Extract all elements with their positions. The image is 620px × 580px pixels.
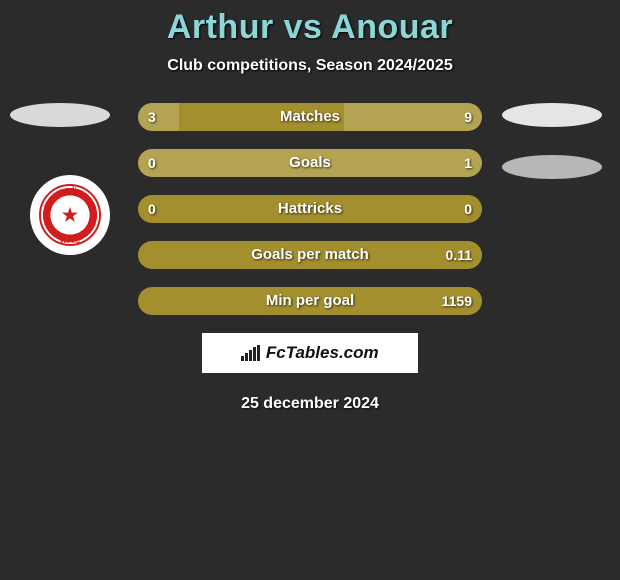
stat-label: Goals per match — [138, 241, 482, 269]
stat-bars: 39Matches 01Goals 00Hattricks 0.11Goals per… — [138, 103, 482, 315]
date-text: 25 december 2024 — [0, 395, 620, 413]
brand-text: FcTables.com — [266, 343, 379, 363]
stat-row: 01Goals — [138, 149, 482, 177]
club-badge-text-top: نادي — [37, 185, 103, 193]
stat-row: 1159Min per goal — [138, 287, 482, 315]
stat-label: Min per goal — [138, 287, 482, 315]
player-right-placeholder-2 — [502, 155, 602, 179]
stat-label: Hattricks — [138, 195, 482, 223]
brand-box[interactable]: FcTables.com — [202, 333, 418, 373]
brand-bars-icon — [241, 345, 260, 361]
stat-row: 39Matches — [138, 103, 482, 131]
club-badge-text-bot: W.A.C — [37, 238, 103, 245]
club-badge-star-icon: ★ — [62, 205, 78, 226]
club-badge-left: نادي ★ W.A.C — [30, 175, 110, 255]
stat-label: Matches — [138, 103, 482, 131]
subtitle: Club competitions, Season 2024/2025 — [0, 57, 620, 75]
stat-label: Goals — [138, 149, 482, 177]
player-right-placeholder-1 — [502, 103, 602, 127]
content-area: نادي ★ W.A.C 39Matches 01Goals 00Hattricks… — [0, 103, 620, 413]
player-left-placeholder — [10, 103, 110, 127]
stat-row: 00Hattricks — [138, 195, 482, 223]
club-badge-inner: نادي ★ W.A.C — [37, 182, 103, 248]
page-title: Arthur vs Anouar — [0, 0, 620, 47]
stat-row: 0.11Goals per match — [138, 241, 482, 269]
comparison-card: Arthur vs Anouar Club competitions, Seas… — [0, 0, 620, 580]
